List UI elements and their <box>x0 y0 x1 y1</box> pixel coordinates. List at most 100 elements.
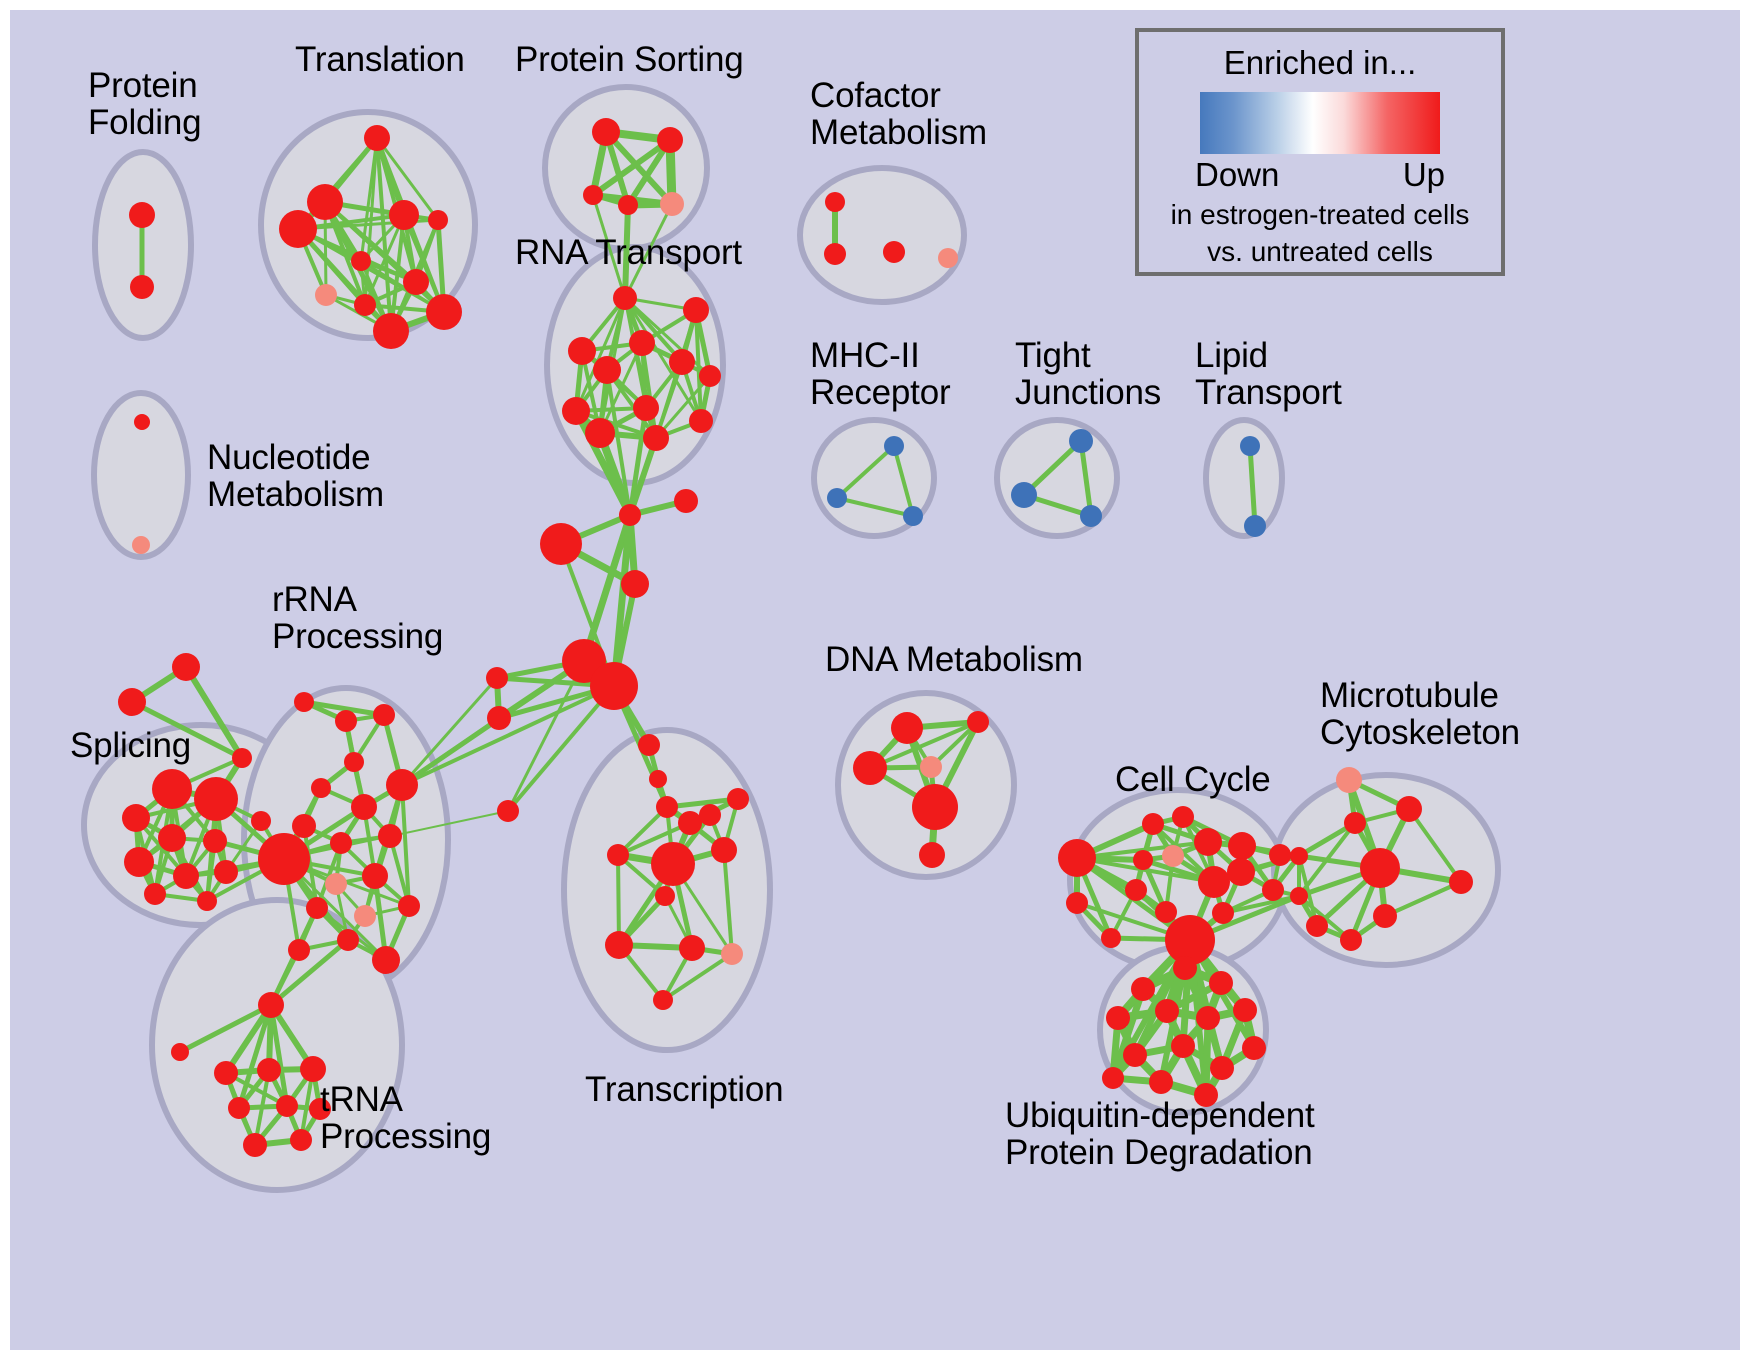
gene-set-node[interactable] <box>1290 887 1308 905</box>
gene-set-node[interactable] <box>1165 915 1215 965</box>
gene-set-node[interactable] <box>912 784 958 830</box>
gene-set-node[interactable] <box>403 269 429 295</box>
gene-set-node[interactable] <box>372 946 400 974</box>
gene-set-node[interactable] <box>1155 999 1179 1023</box>
gene-set-node[interactable] <box>657 127 683 153</box>
gene-set-node[interactable] <box>1262 879 1284 901</box>
gene-set-node[interactable] <box>618 195 638 215</box>
gene-set-node[interactable] <box>330 832 352 854</box>
gene-set-node[interactable] <box>651 842 695 886</box>
gene-set-node[interactable] <box>134 414 150 430</box>
gene-set-node[interactable] <box>919 842 945 868</box>
gene-set-node[interactable] <box>325 873 347 895</box>
gene-set-node[interactable] <box>1340 929 1362 951</box>
gene-set-node[interactable] <box>1011 482 1037 508</box>
gene-set-node[interactable] <box>258 833 310 885</box>
gene-set-node[interactable] <box>825 192 845 212</box>
gene-set-node[interactable] <box>656 796 678 818</box>
gene-set-node[interactable] <box>938 248 958 268</box>
gene-set-node[interactable] <box>362 863 388 889</box>
gene-set-node[interactable] <box>228 1097 250 1119</box>
gene-set-node[interactable] <box>1149 1070 1173 1094</box>
gene-set-node[interactable] <box>309 1098 331 1120</box>
gene-set-node[interactable] <box>389 200 419 230</box>
gene-set-node[interactable] <box>1306 915 1328 937</box>
gene-set-node[interactable] <box>679 935 705 961</box>
gene-set-node[interactable] <box>1155 901 1177 923</box>
gene-set-node[interactable] <box>592 118 620 146</box>
gene-set-node[interactable] <box>1449 870 1473 894</box>
gene-set-node[interactable] <box>337 929 359 951</box>
gene-set-node[interactable] <box>497 800 519 822</box>
gene-set-node[interactable] <box>1228 832 1256 860</box>
gene-set-node[interactable] <box>354 294 376 316</box>
gene-set-node[interactable] <box>1290 847 1308 865</box>
gene-set-node[interactable] <box>649 770 667 788</box>
gene-set-node[interactable] <box>903 506 923 526</box>
gene-set-node[interactable] <box>824 243 846 265</box>
gene-set-node[interactable] <box>1336 767 1362 793</box>
gene-set-node[interactable] <box>132 536 150 554</box>
gene-set-node[interactable] <box>214 1061 238 1085</box>
gene-set-node[interactable] <box>276 1095 298 1117</box>
gene-set-node[interactable] <box>669 349 695 375</box>
gene-set-node[interactable] <box>173 863 199 889</box>
gene-set-node[interactable] <box>1106 1006 1130 1030</box>
gene-set-node[interactable] <box>378 824 402 848</box>
gene-set-node[interactable] <box>300 1056 326 1082</box>
gene-set-node[interactable] <box>214 860 238 884</box>
gene-set-node[interactable] <box>699 365 721 387</box>
gene-set-node[interactable] <box>364 125 390 151</box>
gene-set-node[interactable] <box>593 356 621 384</box>
gene-set-node[interactable] <box>621 570 649 598</box>
gene-set-node[interactable] <box>428 210 448 230</box>
gene-set-node[interactable] <box>130 275 154 299</box>
gene-set-node[interactable] <box>721 943 743 965</box>
gene-set-node[interactable] <box>1244 515 1266 537</box>
gene-set-node[interactable] <box>1198 866 1230 898</box>
gene-set-node[interactable] <box>292 814 316 838</box>
gene-set-node[interactable] <box>290 1129 312 1151</box>
gene-set-node[interactable] <box>590 662 638 710</box>
gene-set-node[interactable] <box>1133 850 1153 870</box>
gene-set-node[interactable] <box>172 653 200 681</box>
gene-set-node[interactable] <box>315 284 337 306</box>
gene-set-node[interactable] <box>1373 904 1397 928</box>
gene-set-node[interactable] <box>144 883 166 905</box>
gene-set-node[interactable] <box>683 297 709 323</box>
gene-set-node[interactable] <box>562 397 590 425</box>
gene-set-node[interactable] <box>251 811 271 831</box>
gene-set-node[interactable] <box>674 489 698 513</box>
gene-set-node[interactable] <box>194 777 238 821</box>
gene-set-node[interactable] <box>1242 1036 1266 1060</box>
gene-set-node[interactable] <box>891 712 923 744</box>
gene-set-node[interactable] <box>373 704 395 726</box>
gene-set-node[interactable] <box>629 330 655 356</box>
gene-set-node[interactable] <box>306 897 328 919</box>
gene-set-node[interactable] <box>279 210 317 248</box>
gene-set-node[interactable] <box>1396 796 1422 822</box>
gene-set-node[interactable] <box>351 251 371 271</box>
gene-set-node[interactable] <box>1162 845 1184 867</box>
gene-set-node[interactable] <box>486 667 508 689</box>
gene-set-node[interactable] <box>426 294 462 330</box>
gene-set-node[interactable] <box>633 395 659 421</box>
gene-set-node[interactable] <box>711 837 737 863</box>
gene-set-node[interactable] <box>1360 848 1400 888</box>
gene-set-node[interactable] <box>613 286 637 310</box>
gene-set-node[interactable] <box>1240 436 1260 456</box>
gene-set-node[interactable] <box>122 804 150 832</box>
gene-set-node[interactable] <box>884 436 904 456</box>
gene-set-node[interactable] <box>118 688 146 716</box>
gene-set-node[interactable] <box>1269 844 1291 866</box>
gene-set-node[interactable] <box>1101 928 1121 948</box>
gene-set-node[interactable] <box>171 1043 189 1061</box>
gene-set-node[interactable] <box>398 895 420 917</box>
gene-set-node[interactable] <box>311 778 331 798</box>
gene-set-node[interactable] <box>129 202 155 228</box>
gene-set-node[interactable] <box>1069 429 1093 453</box>
gene-set-node[interactable] <box>386 769 418 801</box>
gene-set-node[interactable] <box>1142 813 1164 835</box>
gene-set-node[interactable] <box>638 734 660 756</box>
gene-set-node[interactable] <box>655 886 675 906</box>
